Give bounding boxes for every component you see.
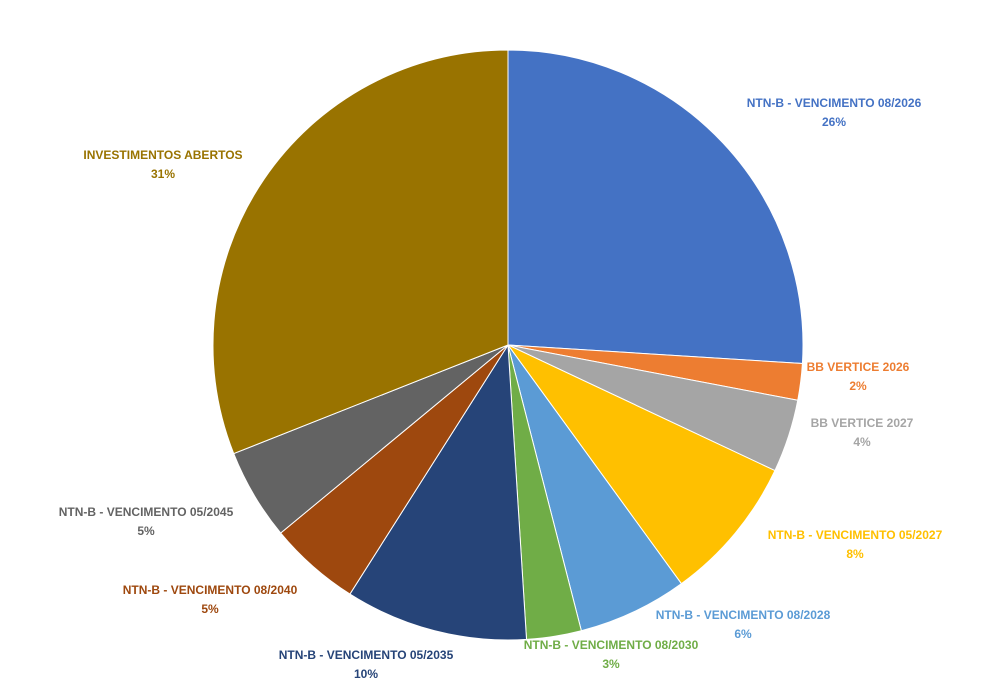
- pie-slice: [507, 344, 776, 585]
- value-label: 3%: [602, 657, 620, 671]
- slice-label: NTN-B - VENCIMENTO 08/2028: [656, 608, 831, 622]
- slice-label: INVESTIMENTOS ABERTOS: [83, 148, 242, 162]
- pie-slice: [349, 343, 528, 641]
- value-label: 31%: [151, 167, 175, 181]
- value-label: 2%: [849, 379, 867, 393]
- slice-label: NTN-B - VENCIMENTO 08/2030: [524, 638, 699, 652]
- pie-slice: [507, 49, 804, 365]
- value-label: 8%: [846, 547, 864, 561]
- value-label: 6%: [734, 627, 752, 641]
- value-label: 4%: [853, 435, 871, 449]
- slice-label: NTN-B - VENCIMENTO 05/2045: [59, 505, 234, 519]
- value-label: 5%: [137, 524, 155, 538]
- slice-label: BB VERTICE 2026: [807, 360, 910, 374]
- pie-slice: [212, 49, 509, 455]
- slice-label: NTN-B - VENCIMENTO 08/2026: [747, 96, 922, 110]
- value-label: 26%: [822, 115, 846, 129]
- slice-label: NTN-B - VENCIMENTO 08/2040: [123, 583, 298, 597]
- value-label: 10%: [354, 667, 378, 681]
- slice-label: NTN-B - VENCIMENTO 05/2035: [279, 648, 454, 662]
- slice-label: NTN-B - VENCIMENTO 05/2027: [768, 528, 943, 542]
- value-label: 5%: [201, 602, 219, 616]
- slice-label: BB VERTICE 2027: [811, 416, 914, 430]
